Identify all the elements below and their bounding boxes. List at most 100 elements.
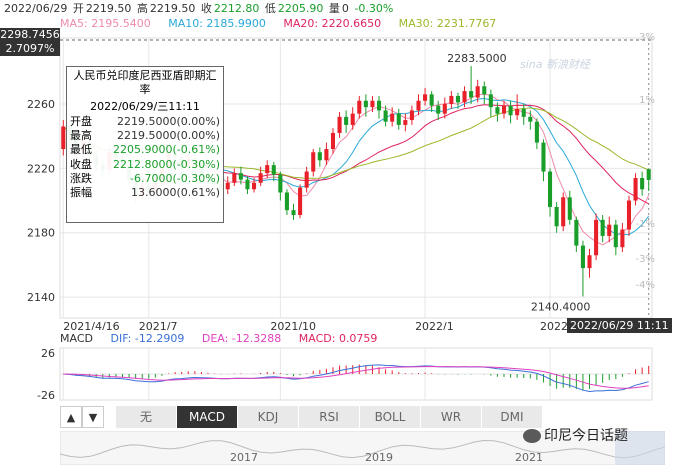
low-annotation: 2140.4000 (531, 300, 591, 313)
y-tick-label: 2220 (27, 162, 55, 175)
macd-legend: MACD DIF: -12.2909 DEA: -12.3288 MACD: 0… (60, 332, 391, 346)
header-date: 2022/06/29 (4, 2, 68, 15)
info-row-change: 涨跌 -6.7000(-0.30%) (67, 172, 223, 186)
ma10-legend: MA10: 2185.9900 (168, 17, 266, 30)
info-datetime: 2022/06/29/三11:11 (90, 100, 200, 113)
pct-tick-label: -4% (636, 280, 655, 291)
tooltip-info-box: 人民币兑印度尼西亚盾即期汇率 2022/06/29/三11:11 开盘 2219.… (66, 66, 224, 223)
candle-body (594, 219, 599, 256)
candle-body (600, 219, 605, 236)
info-row-close: 收盘 2212.8000(-0.30%) (67, 158, 223, 172)
info-key: 收盘 (70, 157, 92, 171)
x-tick-label: 2022/1 (415, 320, 454, 330)
tab-dmi[interactable]: DMI (482, 406, 543, 428)
ma20-legend: MA20: 2220.6650 (283, 17, 382, 30)
dif-legend: DIF: -12.2909 (110, 332, 185, 345)
candle-body (376, 100, 382, 111)
candle-body (258, 173, 263, 183)
ma30-legend: MA30: 2231.7767 (398, 17, 497, 30)
candle-body (429, 94, 434, 106)
macd-y-tick: 26 (41, 347, 55, 360)
candle-body (409, 110, 414, 121)
navigator-selection[interactable] (615, 431, 665, 465)
candle-body (580, 245, 585, 269)
ma-legend: MA5: 2195.5400 MA10: 2185.9900 MA20: 222… (60, 17, 510, 31)
candle-body (488, 94, 493, 108)
candle-body (462, 91, 467, 103)
candle-body (442, 103, 447, 114)
candle-body (271, 165, 276, 175)
candle-body (225, 182, 230, 190)
high-annotation: 2283.5000 (447, 52, 507, 65)
next-button[interactable]: ▼ (82, 406, 104, 428)
info-row-amplitude: 振幅 13.6000(0.61%) (67, 186, 223, 200)
candle-body (455, 95, 460, 103)
header-vol-label: 量 (328, 2, 340, 15)
candle-body (344, 116, 349, 125)
header-change: -0.30% (354, 2, 394, 15)
pct-tick-label: 1% (639, 95, 655, 106)
prev-button[interactable]: ▲ (60, 406, 82, 428)
candle-body (620, 229, 625, 248)
candle-body (469, 91, 474, 98)
tab-boll[interactable]: BOLL (360, 406, 421, 428)
range-navigator[interactable]: 2017 2019 2021 (60, 431, 665, 465)
info-key: 开盘 (70, 115, 92, 128)
candle-body (357, 100, 362, 114)
macd-histogram (69, 364, 650, 391)
info-row-open: 开盘 2219.5000(0.00%) (67, 115, 223, 129)
dif-line (63, 364, 649, 393)
candle-body (252, 182, 257, 190)
indicator-tabs: ▲ ▼ 无 MACD KDJ RSI BOLL WR DMI (60, 406, 665, 428)
candle-body (626, 200, 632, 230)
macd-chart[interactable]: 26 -26 (0, 344, 675, 404)
candle-body (646, 169, 651, 180)
header-close-label: 收 (200, 2, 212, 15)
info-row-low: 最低 2205.9000(-0.61%) (67, 143, 223, 157)
candle-body (548, 171, 553, 207)
candle-body (278, 174, 283, 193)
candle-body (541, 142, 546, 172)
x-tick-label: 2021/10 (270, 320, 316, 330)
pct-tick-label: -3% (636, 254, 655, 265)
info-value: 2205.9000(-0.61%) (113, 143, 220, 157)
candle-body (403, 120, 408, 125)
candle-body (515, 108, 520, 116)
plot-border (59, 37, 653, 319)
info-row-high: 最高 2219.5000(0.00%) (67, 129, 223, 143)
candle-body (350, 113, 355, 125)
candle-body (317, 152, 322, 161)
candle-body (284, 192, 289, 211)
candle-body (475, 86, 480, 98)
sina-logo: sina 新浪财经 (520, 58, 590, 71)
candle-body (383, 110, 388, 122)
candle-body (311, 152, 316, 172)
candle-body (330, 132, 336, 150)
tab-rsi[interactable]: RSI (299, 406, 360, 428)
candle-body (396, 113, 401, 125)
navigator-line (60, 439, 665, 459)
candlestick-chart[interactable]: 2140 2180 2220 2260 2021/4/16 2021/7 2021/10 20… (0, 30, 675, 330)
candle-body (363, 100, 368, 108)
candle-body (390, 113, 395, 122)
nav-year-2017: 2017 (230, 451, 258, 464)
candle-body (304, 171, 309, 188)
info-key: 振幅 (70, 185, 92, 199)
header-low: 2205.90 (277, 2, 324, 15)
nav-year-2021: 2021 (515, 451, 543, 464)
candle-body (554, 206, 559, 227)
tab-none[interactable]: 无 (116, 406, 177, 428)
tab-wr[interactable]: WR (421, 406, 482, 428)
x-tick-label: 2021/7 (139, 320, 178, 330)
current-time-badge: 2022/06/29 11:11 (567, 318, 672, 333)
candle-body (245, 179, 250, 190)
watermark: 印尼今日话题 (523, 425, 628, 445)
header-open-label: 开 (72, 2, 84, 15)
candle-body (633, 178, 638, 201)
tab-macd[interactable]: MACD (177, 406, 238, 428)
axis-labels: 2140 2180 2220 2260 2021/4/16 2021/7 2021/10 20… (27, 32, 655, 330)
nav-year-2019: 2019 (365, 451, 393, 464)
dea-line (63, 365, 649, 389)
tab-kdj[interactable]: KDJ (238, 406, 299, 428)
